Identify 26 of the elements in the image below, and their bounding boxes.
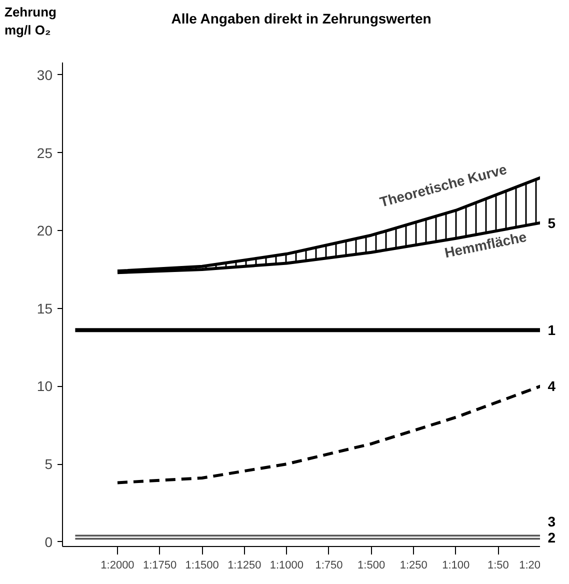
x-tick-label: 1:1500	[185, 560, 219, 572]
x-tick-label: 1:50	[487, 560, 509, 572]
series-label: 4	[548, 378, 556, 394]
y-tick-label: 0	[44, 534, 53, 550]
x-tick-label: 1:250	[400, 560, 428, 572]
x-tick-label: 1:1000	[270, 560, 304, 572]
y-tick-label: 20	[36, 222, 53, 239]
x-tick-label: 1:750	[315, 560, 343, 572]
y-tick-label: 5	[44, 456, 53, 472]
x-tick-label: 1:500	[358, 560, 386, 572]
x-tick-label: 1:100	[442, 560, 470, 572]
x-tick-label: 1:1250	[228, 560, 262, 572]
y-axis-title: Zehrung mg/l O₂	[4, 4, 57, 38]
x-tick-label: 1:1750	[142, 560, 177, 572]
x-tick-label: 1:2000	[100, 560, 134, 572]
series-label: 5	[548, 214, 556, 231]
y-tick-label: 10	[36, 378, 53, 394]
y-tick-label: 15	[36, 300, 53, 316]
chart-title: Alle Angaben direkt in Zehrungswerten	[171, 10, 432, 26]
x-tick-label: 1:20	[519, 560, 541, 572]
series-label: 1	[548, 322, 556, 338]
annotation: Hemmfläche	[443, 228, 528, 261]
y-tick-label: 25	[36, 144, 53, 161]
y-tick-label: 30	[36, 66, 53, 83]
series-label: 3	[548, 514, 556, 530]
series-label: 2	[548, 530, 556, 546]
